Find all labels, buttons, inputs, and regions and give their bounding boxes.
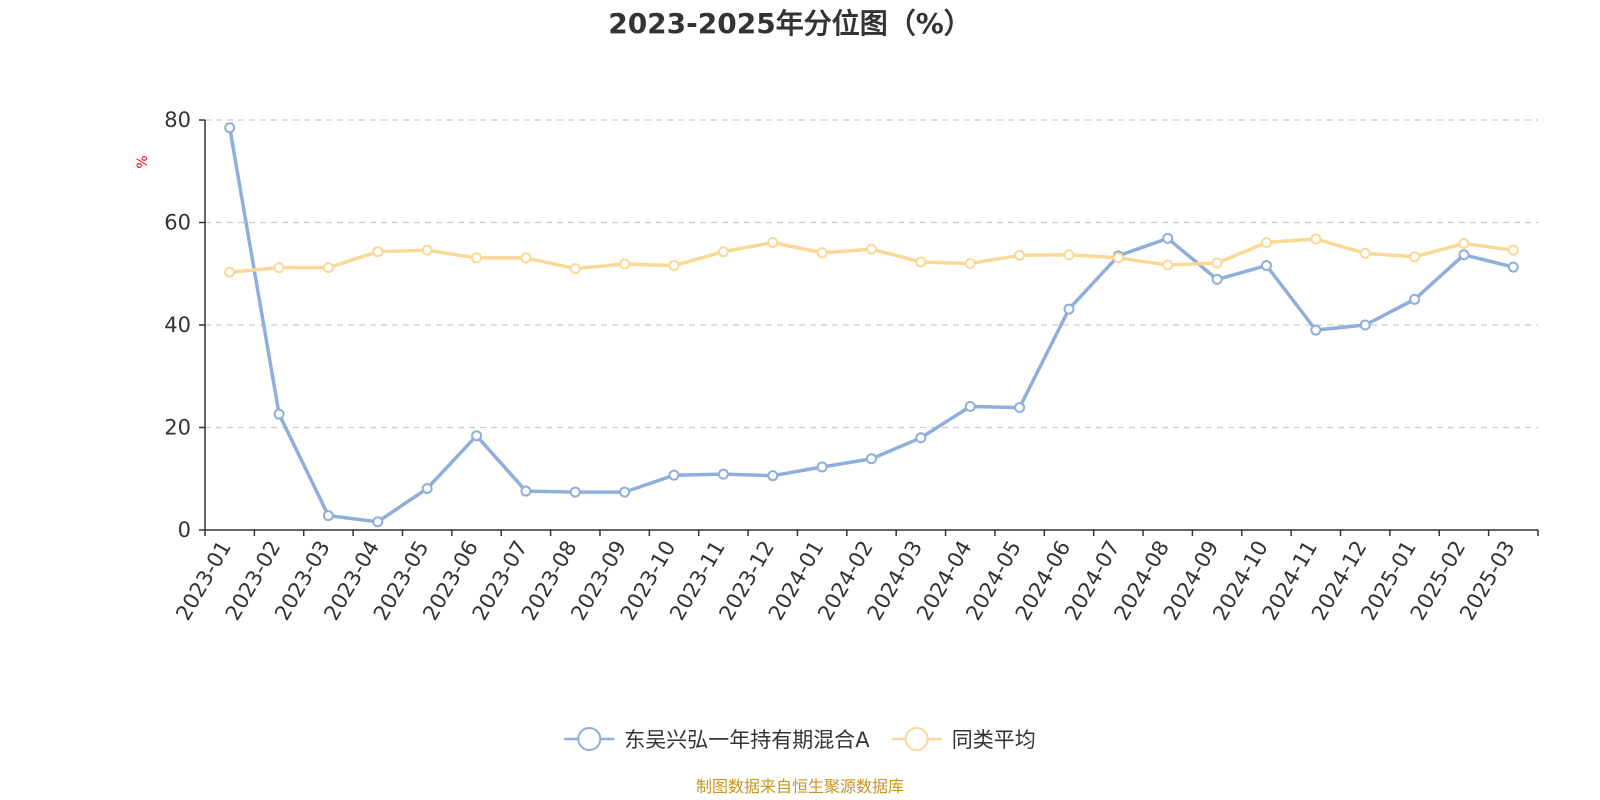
y-tick-label: 60 [164,211,191,235]
data-point-series-0[interactable] [1310,324,1322,336]
data-point-series-0[interactable] [1458,249,1470,261]
data-point-series-0[interactable] [915,432,927,444]
legend-label: 同类平均 [952,728,1036,752]
data-point-series-0[interactable] [569,486,581,498]
chart-title: 2023-2025年分位图（%） [608,7,972,40]
data-point-series-1[interactable] [668,260,680,272]
data-point-series-1[interactable] [767,236,779,248]
data-point-series-1[interactable] [1359,247,1371,259]
data-source-note: 制图数据来自恒生聚源数据库 [696,777,904,796]
data-point-series-1[interactable] [322,262,334,274]
data-point-series-0[interactable] [1063,303,1075,315]
data-point-series-1[interactable] [816,247,828,259]
data-point-series-0[interactable] [1014,402,1026,414]
y-axis: 0 20 40 60 80 [164,108,206,542]
data-point-series-1[interactable] [421,244,433,256]
data-point-series-0[interactable] [668,469,680,481]
data-point-series-1[interactable] [1063,249,1075,261]
data-point-series-1[interactable] [1014,249,1026,261]
data-point-series-1[interactable] [372,246,384,258]
data-point-series-0[interactable] [372,516,384,528]
legend-item-1[interactable]: 同类平均 [891,727,1036,752]
data-point-series-0[interactable] [471,430,483,442]
legend-circle-icon [577,727,602,751]
data-point-series-1[interactable] [1507,244,1519,256]
data-point-series-0[interactable] [767,470,779,482]
grid-lines [205,119,1538,429]
data-point-series-1[interactable] [1260,236,1272,248]
data-point-series-1[interactable] [1310,233,1322,245]
data-point-series-1[interactable] [520,252,532,264]
data-point-series-1[interactable] [224,266,236,278]
data-point-series-1[interactable] [717,246,729,258]
data-point-series-0[interactable] [816,461,828,473]
data-point-series-0[interactable] [1162,232,1174,244]
y-tick-label: 40 [164,313,191,337]
data-point-series-0[interactable] [1211,273,1223,285]
data-point-series-0[interactable] [717,468,729,480]
y-axis-unit-label: % [135,155,151,168]
data-point-series-0[interactable] [1260,260,1272,272]
legend[interactable]: 东吴兴弘一年持有期混合A 同类平均 [564,727,1036,752]
data-point-series-0[interactable] [866,453,877,465]
x-axis: 2023-012023-022023-032023-042023-052023-… [171,529,1539,624]
data-point-series-0[interactable] [619,486,631,498]
data-point-series-1[interactable] [471,252,483,264]
y-tick-label: 20 [164,416,191,440]
legend-label: 东吴兴弘一年持有期混合A [624,728,870,752]
data-point-series-1[interactable] [964,258,976,269]
data-point-series-0[interactable] [520,485,532,497]
y-tick-label: 80 [164,108,191,132]
legend-item-0[interactable]: 东吴兴弘一年持有期混合A [564,727,870,752]
data-point-series-0[interactable] [1409,293,1421,305]
data-point-series-1[interactable] [866,243,877,255]
data-point-series-1[interactable] [1409,251,1421,263]
data-point-series-1[interactable] [569,263,581,275]
data-point-series-1[interactable] [915,256,927,268]
data-point-series-1[interactable] [619,258,631,270]
data-point-series-1[interactable] [1211,257,1223,269]
data-point-series-0[interactable] [1359,319,1371,331]
data-point-series-0[interactable] [322,510,334,522]
data-point-series-0[interactable] [1507,261,1519,273]
data-point-series-0[interactable] [224,122,236,134]
data-point-series-1[interactable] [1458,238,1470,250]
y-tick-label: 0 [178,518,191,542]
data-point-series-0[interactable] [964,400,976,412]
legend-circle-icon [904,727,929,751]
data-point-series-1[interactable] [1112,252,1124,264]
data-point-series-0[interactable] [273,408,285,420]
series-layer [224,122,1519,528]
data-point-series-1[interactable] [1162,259,1174,271]
data-point-series-0[interactable] [421,482,433,494]
data-point-series-1[interactable] [273,262,285,274]
